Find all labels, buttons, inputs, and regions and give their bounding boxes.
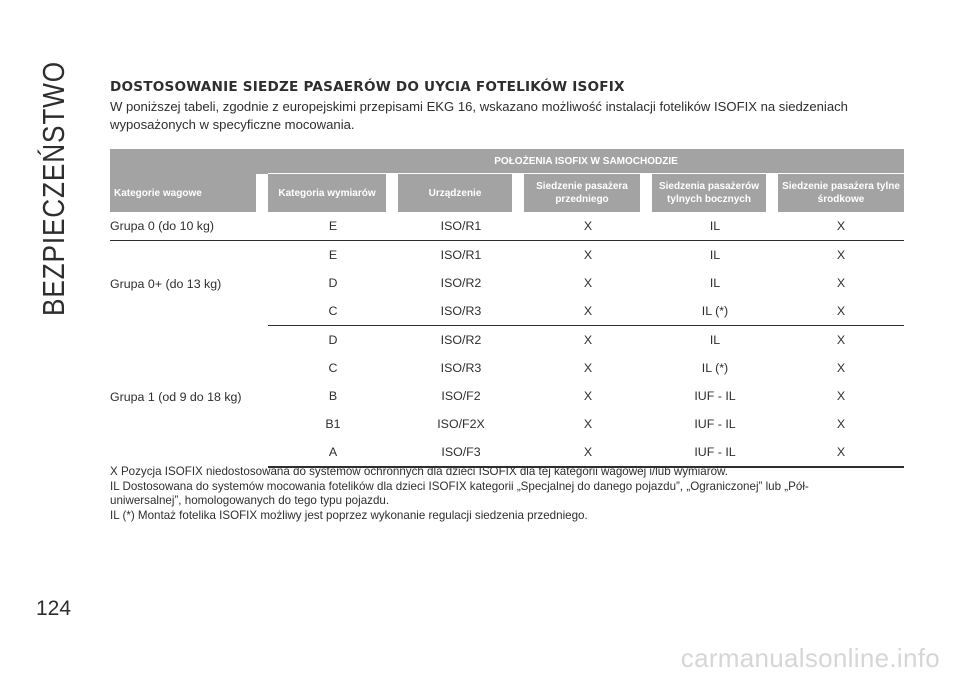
cell-rear-side: IUF - IL bbox=[694, 389, 736, 403]
table-group-header: POŁOŻENIA ISOFIX W SAMOCHODZIE bbox=[268, 149, 905, 174]
notes: X Pozycja ISOFIX niedostosowana do syste… bbox=[110, 465, 870, 523]
table-row: C ISO/R3 X IL (*) X bbox=[110, 354, 904, 382]
cell-size: A bbox=[268, 438, 398, 468]
cell-device: ISO/F2X bbox=[437, 417, 485, 431]
page-heading: DOSTOSOWANIE SIEDZE PASAERÓW DO UYCIA FO… bbox=[110, 79, 625, 95]
section-title-svg: BEZPIECZEŃSTWO bbox=[36, 61, 71, 316]
cell-front: X bbox=[583, 361, 593, 375]
cell-weight-category: Grupa 0+ (do 13 kg) bbox=[110, 276, 222, 291]
note-il: IL Dostosowana do systemów mocowania fot… bbox=[110, 479, 809, 508]
page-number: 124 bbox=[36, 597, 72, 620]
cell-size: B bbox=[328, 389, 338, 403]
isofix-table: POŁOŻENIA ISOFIX W SAMOCHODZIE Kategorie… bbox=[110, 149, 905, 468]
cell-size: C bbox=[268, 297, 398, 326]
cell-device: ISO/F2 bbox=[441, 389, 481, 403]
column-header-rear-center: Siedzenie pasażera tylne środkowe bbox=[778, 174, 905, 212]
cell-size: D bbox=[328, 276, 338, 290]
cell-rear-center: X bbox=[836, 361, 846, 375]
intro-paragraph: W poniższej tabeli, zgodnie z europejski… bbox=[110, 99, 848, 132]
cell-rear-side: IL (*) bbox=[652, 297, 778, 326]
cell-front: X bbox=[524, 212, 652, 241]
cell-rear-center: X bbox=[778, 212, 905, 241]
cell-rear-side: IL bbox=[709, 276, 721, 290]
cell-front: X bbox=[583, 417, 593, 431]
cell-rear-center: X bbox=[836, 276, 846, 290]
column-header-front: Siedzenie pasażera przedniego bbox=[524, 174, 652, 212]
cell-rear-side: IUF - IL bbox=[652, 438, 778, 468]
cell-rear-center: X bbox=[778, 438, 905, 468]
cell-device: ISO/F3 bbox=[398, 438, 524, 468]
note-il-star: IL (*) Montaż fotelika ISOFIX możliwy je… bbox=[110, 508, 588, 522]
table-row: D ISO/R2 X IL X bbox=[110, 269, 904, 297]
cell-front: X bbox=[583, 276, 593, 290]
cell-weight-category: Grupa 0 (do 10 kg) bbox=[110, 212, 268, 241]
cell-rear-side: IL bbox=[709, 333, 721, 347]
column-header-size: Kategoria wymiarów bbox=[268, 174, 398, 212]
table-row: B ISO/F2 X IUF - IL X bbox=[110, 382, 904, 410]
table-row: Grupa 1 (od 9 do 18 kg) D ISO/R2 X IL X bbox=[110, 326, 904, 404]
cell-size: E bbox=[268, 212, 398, 241]
cell-device: ISO/R1 bbox=[398, 212, 524, 241]
cell-rear-side: IL (*) bbox=[701, 361, 729, 375]
cell-size: B1 bbox=[325, 417, 341, 431]
cell-size: C bbox=[328, 361, 338, 375]
cell-rear-center: X bbox=[836, 417, 846, 431]
main-content: DOSTOSOWANIE SIEDZE PASAERÓW DO UYCIA FO… bbox=[110, 78, 905, 522]
cell-rear-side: IL bbox=[652, 212, 778, 241]
column-header-rear-side: Siedzenia pasażerów tylnych bocznych bbox=[652, 174, 778, 212]
cell-rear-side: IL bbox=[709, 248, 721, 262]
cell-weight-category: Grupa 1 (od 9 do 18 kg) bbox=[110, 390, 242, 404]
note-x: X Pozycja ISOFIX niedostosowana do syste… bbox=[110, 465, 728, 478]
cell-size: E bbox=[328, 248, 338, 262]
cell-rear-center: X bbox=[836, 333, 846, 347]
cell-front: X bbox=[524, 297, 652, 326]
column-header-weight: Kategorie wagowe bbox=[110, 174, 268, 212]
cell-front: X bbox=[583, 248, 593, 262]
cell-device: ISO/R3 bbox=[440, 361, 482, 375]
cell-front: X bbox=[583, 389, 593, 403]
watermark: carmanualsonline.info bbox=[680, 643, 940, 673]
table-row: A ISO/F3 X IUF - IL X bbox=[110, 438, 905, 468]
cell-size: D bbox=[328, 333, 338, 347]
cell-rear-side: IUF - IL bbox=[694, 417, 736, 431]
table-row: Grupa 0 (do 10 kg) E ISO/R1 X IL X bbox=[110, 212, 905, 241]
cell-rear-center: X bbox=[836, 389, 846, 403]
cell-device: ISO/R2 bbox=[440, 276, 482, 290]
cell-rear-center: X bbox=[778, 297, 905, 326]
cell-rear-center: X bbox=[836, 248, 846, 262]
section-title-vertical: BEZPIECZEŃSTWO bbox=[16, 58, 76, 318]
column-header-device: Urządzenie bbox=[398, 174, 524, 212]
cell-device: ISO/R2 bbox=[440, 333, 482, 347]
cell-device: ISO/R1 bbox=[440, 248, 482, 262]
table-row: C ISO/R3 X IL (*) X bbox=[110, 297, 905, 326]
cell-front: X bbox=[583, 333, 593, 347]
table-row: Grupa 0+ (do 13 kg) E ISO/R1 X IL X bbox=[110, 241, 904, 291]
table-row: B1 ISO/F2X X IUF - IL X bbox=[110, 410, 904, 438]
cell-front: X bbox=[524, 438, 652, 468]
cell-device: ISO/R3 bbox=[398, 297, 524, 326]
section-title-text: BEZPIECZEŃSTWO bbox=[36, 61, 71, 316]
table-body: Grupa 0 (do 10 kg) E ISO/R1 X IL X Grupa 0+ (d… bbox=[110, 212, 905, 468]
